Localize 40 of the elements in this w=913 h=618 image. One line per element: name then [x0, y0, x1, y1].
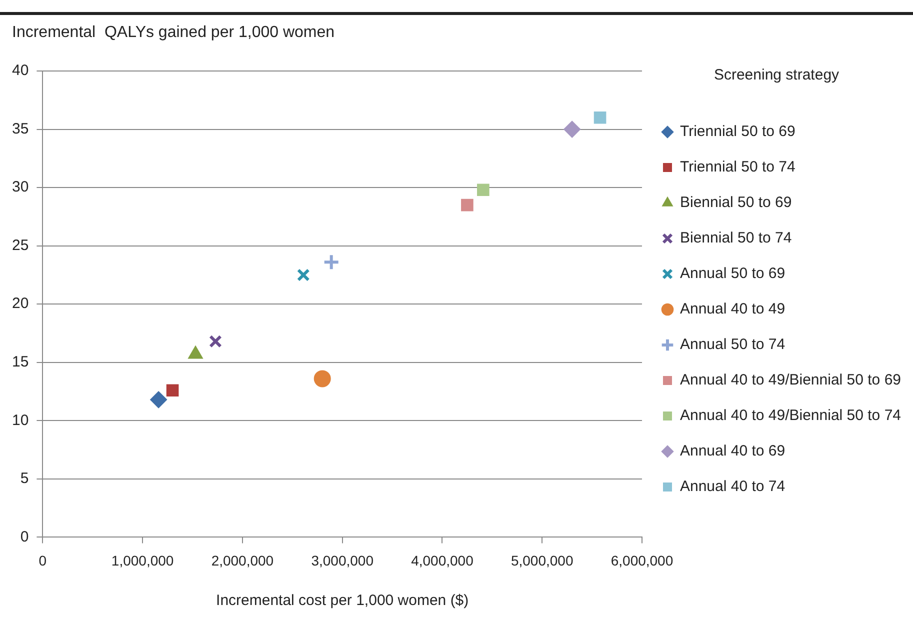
- y-axis-title: Incremental QALYs gained per 1,000 women: [12, 24, 335, 42]
- x-tick-label: 0: [38, 552, 47, 568]
- legend-label: Annual 40 to 49/Biennial 50 to 74: [680, 407, 902, 424]
- legend-label: Triennial 50 to 74: [680, 158, 796, 176]
- legend-label: Annual 40 to 49/Biennial 50 to 69: [680, 372, 902, 389]
- legend-label: Annual 50 to 74: [680, 336, 786, 354]
- point: [322, 254, 340, 271]
- point: [209, 334, 222, 348]
- legend-label: Annual 50 to 69: [680, 265, 786, 282]
- y-tick-label: 40: [12, 62, 29, 80]
- point: [166, 384, 179, 397]
- point: [314, 370, 331, 388]
- legend-label: Annual 40 to 74: [680, 478, 786, 496]
- y-tick-label: 5: [20, 470, 29, 488]
- point: [461, 198, 474, 212]
- y-tick-label: 30: [12, 178, 29, 196]
- point: [150, 391, 168, 408]
- x-tick-label: 1,000,000: [111, 552, 174, 568]
- y-tick-label: 35: [12, 120, 29, 138]
- y-tick-label: 10: [12, 412, 29, 429]
- legend-label: Triennial 50 to 69: [680, 123, 796, 140]
- legend-label: Annual 40 to 69: [680, 442, 786, 460]
- point: [594, 111, 606, 124]
- y-tick-label: 20: [12, 295, 29, 312]
- legend-label: Biennial 50 to 69: [680, 194, 792, 212]
- y-tick-label: 15: [12, 354, 29, 371]
- y-tick-label: 25: [12, 236, 29, 254]
- x-tick-label: 3,000,000: [311, 552, 374, 568]
- legend-label: Annual 40 to 49: [680, 300, 786, 318]
- legend-title: Screening strategy: [714, 66, 840, 84]
- point: [477, 184, 490, 196]
- x-tick-label: 4,000,000: [411, 552, 474, 568]
- x-tick-label: 5,000,000: [510, 552, 574, 568]
- point: [564, 120, 581, 138]
- y-tick-label: 0: [20, 528, 29, 546]
- x-tick-label: 2,000,000: [211, 552, 274, 568]
- legend-label: Biennial 50 to 74: [680, 230, 792, 247]
- x-tick-label: 6,000,000: [610, 552, 674, 568]
- x-axis-title: Incremental cost per 1,000 women ($): [216, 592, 469, 610]
- point: [296, 268, 310, 282]
